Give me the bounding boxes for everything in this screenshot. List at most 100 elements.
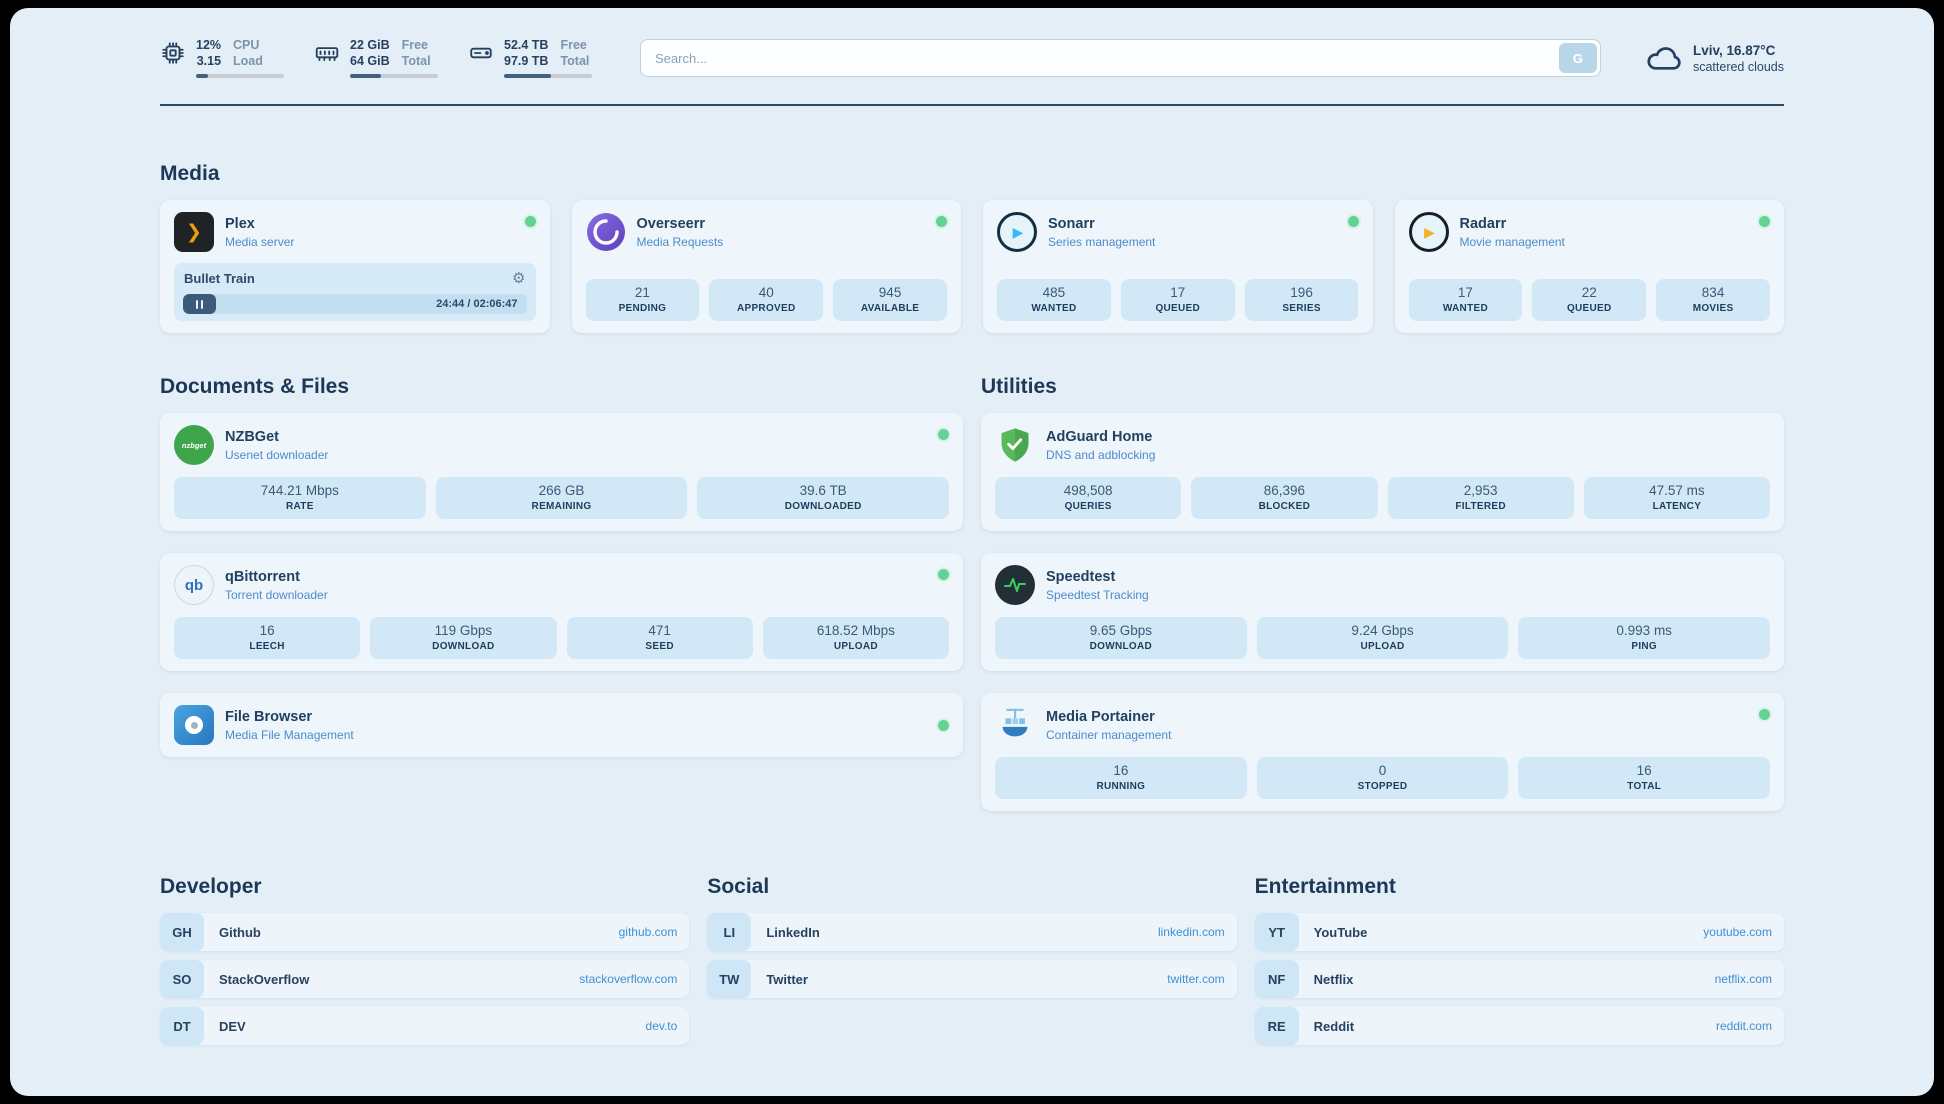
- bookmark-abbr: GH: [160, 913, 204, 952]
- app-name: File Browser: [225, 708, 313, 725]
- app-name: Sonarr: [1048, 215, 1095, 232]
- cpu-progress-bar: [196, 74, 284, 79]
- section-title-utilities: Utilities: [981, 375, 1057, 399]
- stat-queued: 22 QUEUED: [1532, 279, 1647, 322]
- social-column: Social LI LinkedIn linkedin.com TW Twitt…: [707, 875, 1237, 1045]
- playback-progress-bar[interactable]: 24:44 / 02:06:47: [183, 294, 527, 315]
- bookmark-url: github.com: [618, 925, 678, 940]
- filebrowser-icon: [174, 705, 214, 746]
- stat-seed: 471 SEED: [566, 617, 753, 660]
- bookmark-reddit[interactable]: RE Reddit reddit.com: [1254, 1007, 1784, 1046]
- stat-ping: 0.993 ms PING: [1518, 617, 1771, 660]
- status-dot: [1759, 709, 1770, 721]
- bookmark-name: LinkedIn: [766, 924, 820, 940]
- bookmark-abbr: LI: [707, 913, 752, 952]
- app-description: Media File Management: [225, 727, 354, 742]
- section-title-developer: Developer: [160, 875, 262, 899]
- app-description: Usenet downloader: [225, 447, 329, 462]
- weather-widget[interactable]: Lviv, 16.87°C scattered clouds: [1645, 39, 1784, 77]
- stat-upload: 9.24 Gbps UPLOAD: [1256, 617, 1509, 660]
- dashboard-content: Media ❯ Plex Media server Bullet Train: [10, 106, 1934, 1085]
- stat-total: 16 TOTAL: [1518, 757, 1771, 800]
- status-dot: [1347, 216, 1359, 228]
- bookmark-abbr: TW: [707, 960, 752, 999]
- bookmark-url: youtube.com: [1703, 925, 1772, 940]
- bookmark-url: reddit.com: [1715, 1019, 1772, 1034]
- bookmark-linkedin[interactable]: LI LinkedIn linkedin.com: [707, 913, 1237, 952]
- stat-movies: 834 MOVIES: [1656, 279, 1770, 322]
- app-card-adguard[interactable]: AdGuard Home DNS and adblocking 498,508 …: [981, 413, 1784, 532]
- stat-upload: 618.52 Mbps UPLOAD: [762, 617, 949, 660]
- app-card-sonarr[interactable]: ▶ Sonarr Series management 485 WANTED 17: [983, 200, 1373, 334]
- cpu-label: CPU: [233, 38, 260, 52]
- ram-free-value: 22 GiB: [350, 38, 390, 52]
- bookmark-netflix[interactable]: NF Netflix netflix.com: [1254, 960, 1784, 999]
- app-card-plex[interactable]: ❯ Plex Media server Bullet Train ⚙: [160, 200, 550, 334]
- search-input[interactable]: [640, 39, 1601, 78]
- app-card-overseerr[interactable]: Overseerr Media Requests 21 PENDING 40 A…: [571, 200, 961, 334]
- developer-column: Developer GH Github github.com SO StackO…: [160, 875, 690, 1046]
- app-description: Movie management: [1459, 234, 1565, 249]
- app-card-speedtest[interactable]: Speedtest Speedtest Tracking 9.65 Gbps D…: [981, 553, 1784, 672]
- play-glyph: ▶: [1012, 224, 1024, 241]
- disk-total-label: Total: [560, 53, 590, 68]
- stat-available: 945 AVAILABLE: [833, 279, 947, 322]
- disk-free-value: 52.4 TB: [504, 38, 549, 52]
- bookmark-github[interactable]: GH Github github.com: [160, 913, 690, 952]
- section-title-entertainment: Entertainment: [1254, 875, 1396, 899]
- stat-leech: 16 LEECH: [174, 617, 361, 660]
- stat-series: 196 SERIES: [1244, 279, 1359, 322]
- disk-progress-bar: [504, 74, 592, 79]
- bookmark-name: Netflix: [1313, 971, 1354, 987]
- bookmark-url: linkedin.com: [1157, 925, 1225, 940]
- app-card-nzbget[interactable]: nzbget NZBGet Usenet downloader 744.21 M…: [160, 413, 963, 532]
- plex-icon: ❯: [174, 212, 214, 253]
- pause-button[interactable]: [183, 294, 216, 315]
- stat-rate: 744.21 Mbps RATE: [174, 477, 426, 520]
- qbittorrent-icon: qb: [174, 565, 214, 606]
- status-dot: [936, 216, 947, 228]
- cpu-widget: 12% 3.15 CPU Load: [160, 38, 284, 79]
- ram-progress-bar: [350, 74, 438, 79]
- app-card-qbittorrent[interactable]: qb qBittorrent Torrent downloader 16: [160, 553, 963, 672]
- status-dot: [524, 216, 536, 228]
- app-description: Media Requests: [636, 234, 724, 249]
- plex-now-playing-widget: Bullet Train ⚙ 24:44 / 02:06:47: [174, 263, 536, 322]
- stat-download: 9.65 Gbps DOWNLOAD: [995, 617, 1247, 660]
- nzbget-icon: nzbget: [174, 425, 214, 466]
- section-title-documents: Documents & Files: [160, 375, 350, 399]
- app-description: Torrent downloader: [225, 587, 328, 602]
- ram-free-label: Free: [401, 38, 429, 52]
- app-card-portainer[interactable]: Media Portainer Container management 16 …: [981, 693, 1784, 812]
- app-card-radarr[interactable]: ▶ Radarr Movie management 17 WANTED 22: [1394, 200, 1784, 334]
- ram-total-value: 64 GiB: [350, 53, 390, 68]
- bookmark-name: Reddit: [1313, 1018, 1355, 1034]
- app-card-filebrowser[interactable]: File Browser Media File Management: [160, 693, 963, 758]
- disk-total-value: 97.9 TB: [504, 53, 549, 68]
- bookmark-dev[interactable]: DT DEV dev.to: [160, 1007, 690, 1046]
- status-dot: [938, 429, 949, 441]
- playback-time: 24:44 / 02:06:47: [436, 298, 518, 311]
- cpu-load-value: 3.15: [196, 53, 222, 68]
- bookmark-twitter[interactable]: TW Twitter twitter.com: [707, 960, 1237, 999]
- stat-latency: 47.57 ms LATENCY: [1583, 477, 1770, 520]
- bookmark-abbr: YT: [1254, 913, 1299, 952]
- bookmark-name: Github: [219, 924, 261, 940]
- ram-total-label: Total: [401, 53, 431, 68]
- bookmark-stackoverflow[interactable]: SO StackOverflow stackoverflow.com: [160, 960, 690, 999]
- section-title-media: Media: [160, 162, 220, 186]
- bookmark-name: YouTube: [1313, 924, 1368, 940]
- bookmark-youtube[interactable]: YT YouTube youtube.com: [1254, 913, 1784, 952]
- stat-blocked: 86,396 BLOCKED: [1191, 477, 1378, 520]
- dashboard-page: 12% 3.15 CPU Load: [10, 8, 1934, 1096]
- ram-widget: 22 GiB 64 GiB Free Total: [314, 38, 438, 79]
- portainer-icon: [995, 705, 1035, 745]
- search-provider-button[interactable]: G: [1558, 43, 1597, 74]
- stat-running: 16 RUNNING: [995, 757, 1247, 800]
- overseerr-icon: [586, 212, 626, 252]
- cpu-usage-value: 12%: [196, 38, 222, 52]
- stat-queries: 498,508 QUERIES: [995, 477, 1182, 520]
- entertainment-column: Entertainment YT YouTube youtube.com NF …: [1254, 875, 1784, 1046]
- app-name: AdGuard Home: [1046, 428, 1153, 445]
- gear-icon[interactable]: ⚙: [512, 270, 526, 288]
